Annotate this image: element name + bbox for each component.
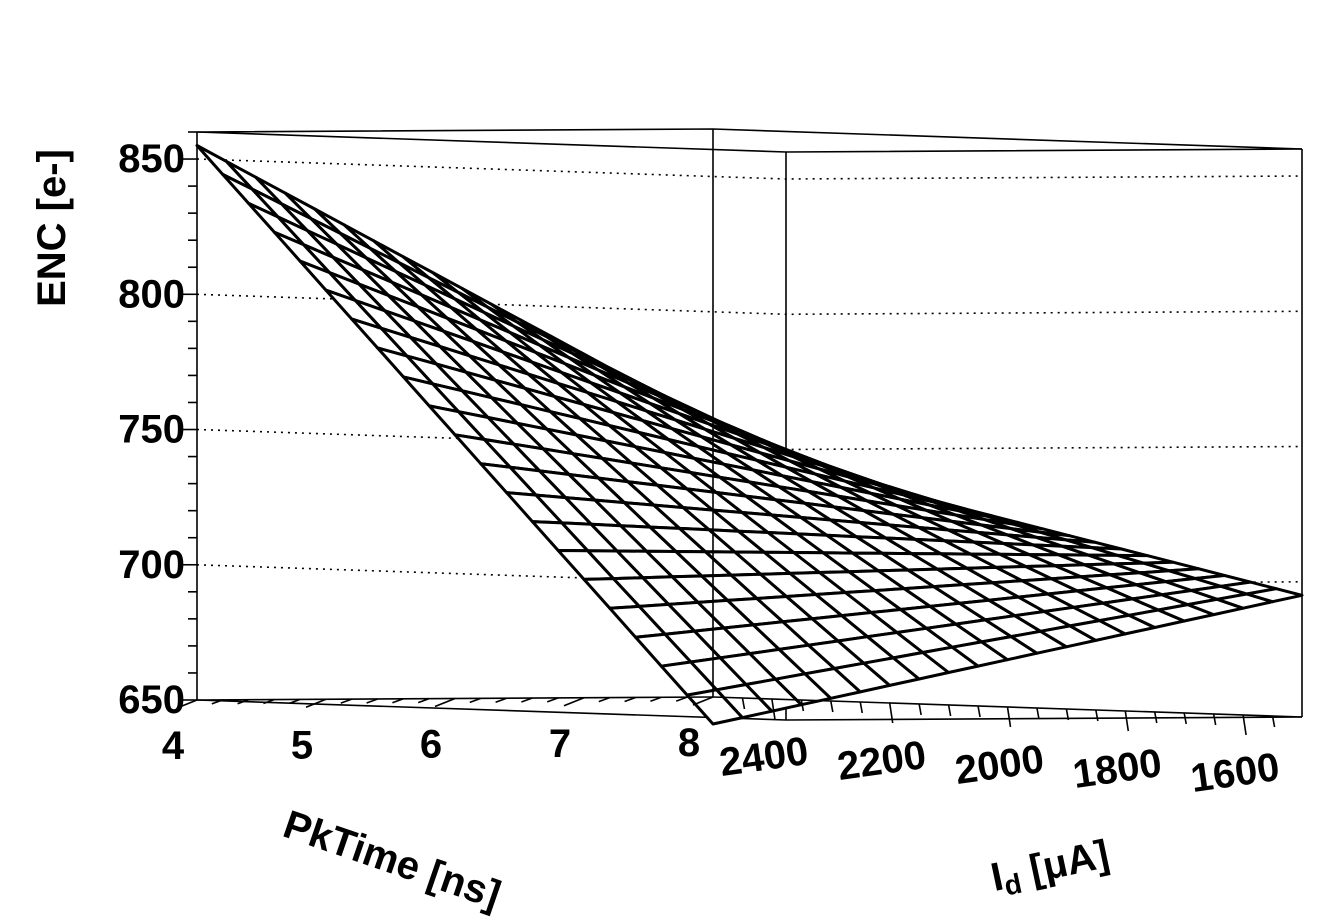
x-minor-tick <box>650 696 662 703</box>
y-minor-tick <box>741 697 746 710</box>
y-major-tick <box>1124 710 1130 732</box>
z-axis-title: ENC [e-] <box>30 149 74 307</box>
x-minor-tick <box>366 698 378 704</box>
y-minor-tick <box>859 701 864 714</box>
x-tick-label: 7 <box>549 722 571 766</box>
x-major-tick <box>434 697 456 708</box>
y-major-tick <box>1242 714 1247 736</box>
y-major-tick <box>1006 706 1012 728</box>
y-axis-title-sub: d <box>1001 867 1024 901</box>
x-tick-label: 4 <box>162 724 185 768</box>
x-axis-title: PkTime [ns] <box>278 802 506 917</box>
y-minor-tick <box>1271 715 1276 728</box>
x-major-tick <box>692 696 714 706</box>
x-tick-label: 6 <box>420 723 442 767</box>
y-major-tick <box>888 702 894 724</box>
y-minor-tick <box>1153 711 1158 724</box>
y-minor-tick <box>947 704 952 717</box>
y-minor-tick <box>800 699 805 712</box>
y-minor-tick <box>1212 713 1217 726</box>
x-minor-tick <box>469 697 482 704</box>
y-minor-tick <box>1095 709 1099 722</box>
x-minor-tick <box>263 698 275 705</box>
box-floor-edge <box>196 699 787 721</box>
y-axis-title-unit: [μA] <box>1015 832 1113 894</box>
surface-cell <box>1245 587 1304 604</box>
x-minor-tick <box>495 697 507 703</box>
x-minor-tick <box>288 698 301 705</box>
z-tick-label: 700 <box>118 543 185 587</box>
surface-cell <box>195 144 254 191</box>
x-minor-tick <box>237 698 249 705</box>
y-tick-label: 1600 <box>1188 745 1282 801</box>
x-major-tick <box>305 698 327 708</box>
y-minor-tick <box>830 700 834 713</box>
x-tick-label: 5 <box>291 723 313 767</box>
z-tick-label: 850 <box>118 137 185 181</box>
x-tick-label: 8 <box>678 721 700 765</box>
y-minor-tick <box>918 703 922 716</box>
tick-labels: 650 700 750 800 850 4 5 6 7 8 2400 2200 2000 1800 1600 <box>118 137 1282 801</box>
y-tick-label: 2400 <box>717 729 811 785</box>
y-minor-tick <box>1036 707 1040 720</box>
x-minor-tick <box>521 697 533 703</box>
box-top-edge <box>196 131 1303 153</box>
y-tick-label: 2000 <box>952 737 1046 793</box>
y-minor-tick <box>1065 708 1070 721</box>
x-major-tick <box>563 697 585 707</box>
surface-mesh <box>195 144 1304 726</box>
z-tick-label: 800 <box>118 272 185 316</box>
x-minor-tick <box>675 696 688 702</box>
x-minor-tick <box>392 698 404 704</box>
axis-ticks <box>176 131 1276 736</box>
box-floor-edge <box>785 716 1303 721</box>
x-minor-tick <box>546 697 559 703</box>
y-tick-label: 1800 <box>1070 741 1164 797</box>
z-gridline <box>196 158 1303 180</box>
y-minor-tick <box>1183 712 1187 725</box>
x-minor-tick <box>417 697 430 704</box>
z-tick-label: 650 <box>118 678 185 722</box>
z-tick-label: 750 <box>118 408 185 452</box>
x-major-tick <box>176 699 198 709</box>
x-minor-tick <box>624 696 636 703</box>
y-tick-label: 2200 <box>835 733 929 789</box>
x-minor-tick <box>598 696 611 703</box>
x-minor-tick <box>211 699 224 705</box>
y-major-tick <box>771 698 776 720</box>
box-top-edge <box>196 128 1303 150</box>
y-minor-tick <box>977 705 981 718</box>
x-minor-tick <box>340 698 353 704</box>
y-axis-title: Id [μA] <box>987 832 1114 903</box>
